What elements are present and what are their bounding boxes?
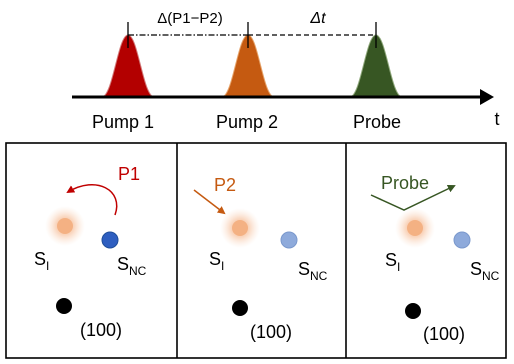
delay-label-probe: Δt bbox=[309, 10, 326, 27]
facet-label: (100) bbox=[423, 324, 465, 344]
beam-arrow-p2 bbox=[193, 189, 226, 215]
site-100 bbox=[232, 300, 248, 316]
panel-probe: Probe SI SNC (100) bbox=[370, 173, 500, 344]
site-i bbox=[407, 220, 423, 236]
site-nc bbox=[101, 231, 119, 249]
site-nc-label: SNC bbox=[298, 259, 328, 283]
panel-pump-2: P2 SI SNC (100) bbox=[193, 175, 328, 342]
beam-label-p2: P2 bbox=[214, 175, 236, 195]
site-100 bbox=[56, 298, 72, 314]
beam-arrow-probe bbox=[370, 184, 456, 211]
panel-pump-1: P1 SI SNC (100) bbox=[34, 164, 147, 340]
site-i bbox=[232, 220, 248, 236]
site-100 bbox=[405, 303, 421, 319]
site-i bbox=[57, 218, 73, 234]
pulse-label-probe: Probe bbox=[353, 112, 401, 132]
site-nc-label: SNC bbox=[470, 259, 500, 283]
site-i-label: SI bbox=[209, 249, 224, 273]
delay-label-p1-p2: Δ(P1−P2) bbox=[157, 10, 222, 27]
time-axis-label: t bbox=[494, 109, 499, 129]
facet-label: (100) bbox=[80, 320, 122, 340]
panels-frame bbox=[5, 142, 507, 359]
pulse-label-pump-1: Pump 1 bbox=[92, 112, 154, 132]
site-i-label: SI bbox=[385, 250, 400, 274]
time-axis-arrowhead bbox=[480, 89, 494, 105]
site-i-label: SI bbox=[34, 249, 49, 273]
timeline: Δ(P1−P2) Δt Pump 1 Pump 2 Probe t bbox=[72, 10, 500, 132]
site-nc-label: SNC bbox=[117, 254, 147, 278]
facet-label: (100) bbox=[250, 322, 292, 342]
beam-label-p1: P1 bbox=[118, 164, 140, 184]
beam-label-probe: Probe bbox=[381, 173, 429, 193]
site-nc bbox=[453, 231, 471, 249]
beam-arrow-p1 bbox=[66, 183, 118, 216]
site-nc bbox=[280, 231, 298, 249]
pulse-label-pump-2: Pump 2 bbox=[216, 112, 278, 132]
